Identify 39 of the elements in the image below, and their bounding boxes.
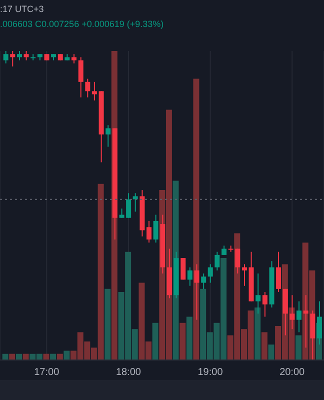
candlestick — [214, 251, 220, 271]
candlestick — [187, 266, 192, 286]
bar — [295, 335, 302, 360]
candlestick — [180, 258, 186, 280]
x-tick-label: 19:00 — [198, 367, 224, 378]
candlestick — [201, 272, 206, 290]
candlestick — [85, 78, 90, 98]
candlestick — [242, 264, 247, 286]
candlestick — [276, 251, 282, 293]
bar — [193, 78, 200, 360]
text: .006603 C0.007256 +0.000619 (+9.33%) — [0, 19, 164, 29]
candlestick — [132, 192, 138, 212]
candlestick — [92, 81, 97, 101]
candlestick — [153, 214, 158, 244]
candlestick — [222, 245, 227, 256]
bar — [261, 332, 268, 360]
x-tick-label: 18:00 — [116, 367, 142, 378]
x-tick-label: 20:00 — [280, 367, 306, 378]
candlestick — [3, 51, 8, 64]
bar — [268, 344, 274, 360]
candlestick — [262, 292, 268, 318]
bar — [152, 322, 158, 360]
candlestick — [106, 124, 111, 148]
candlestick — [10, 51, 16, 67]
candlestick — [78, 56, 84, 98]
bar — [64, 350, 70, 360]
candlestick — [16, 51, 22, 61]
x-tick-label: 17:00 — [34, 367, 60, 378]
bar — [180, 322, 186, 360]
bar — [186, 316, 192, 360]
candlestick — [146, 220, 152, 244]
text: :17 UTC+3 — [0, 4, 44, 14]
bar — [254, 307, 261, 360]
candlestick — [24, 51, 29, 61]
candlestick — [296, 300, 302, 333]
candlestick — [194, 264, 200, 320]
bar — [104, 288, 111, 360]
candlestick — [71, 54, 76, 64]
candlestick — [208, 264, 213, 284]
